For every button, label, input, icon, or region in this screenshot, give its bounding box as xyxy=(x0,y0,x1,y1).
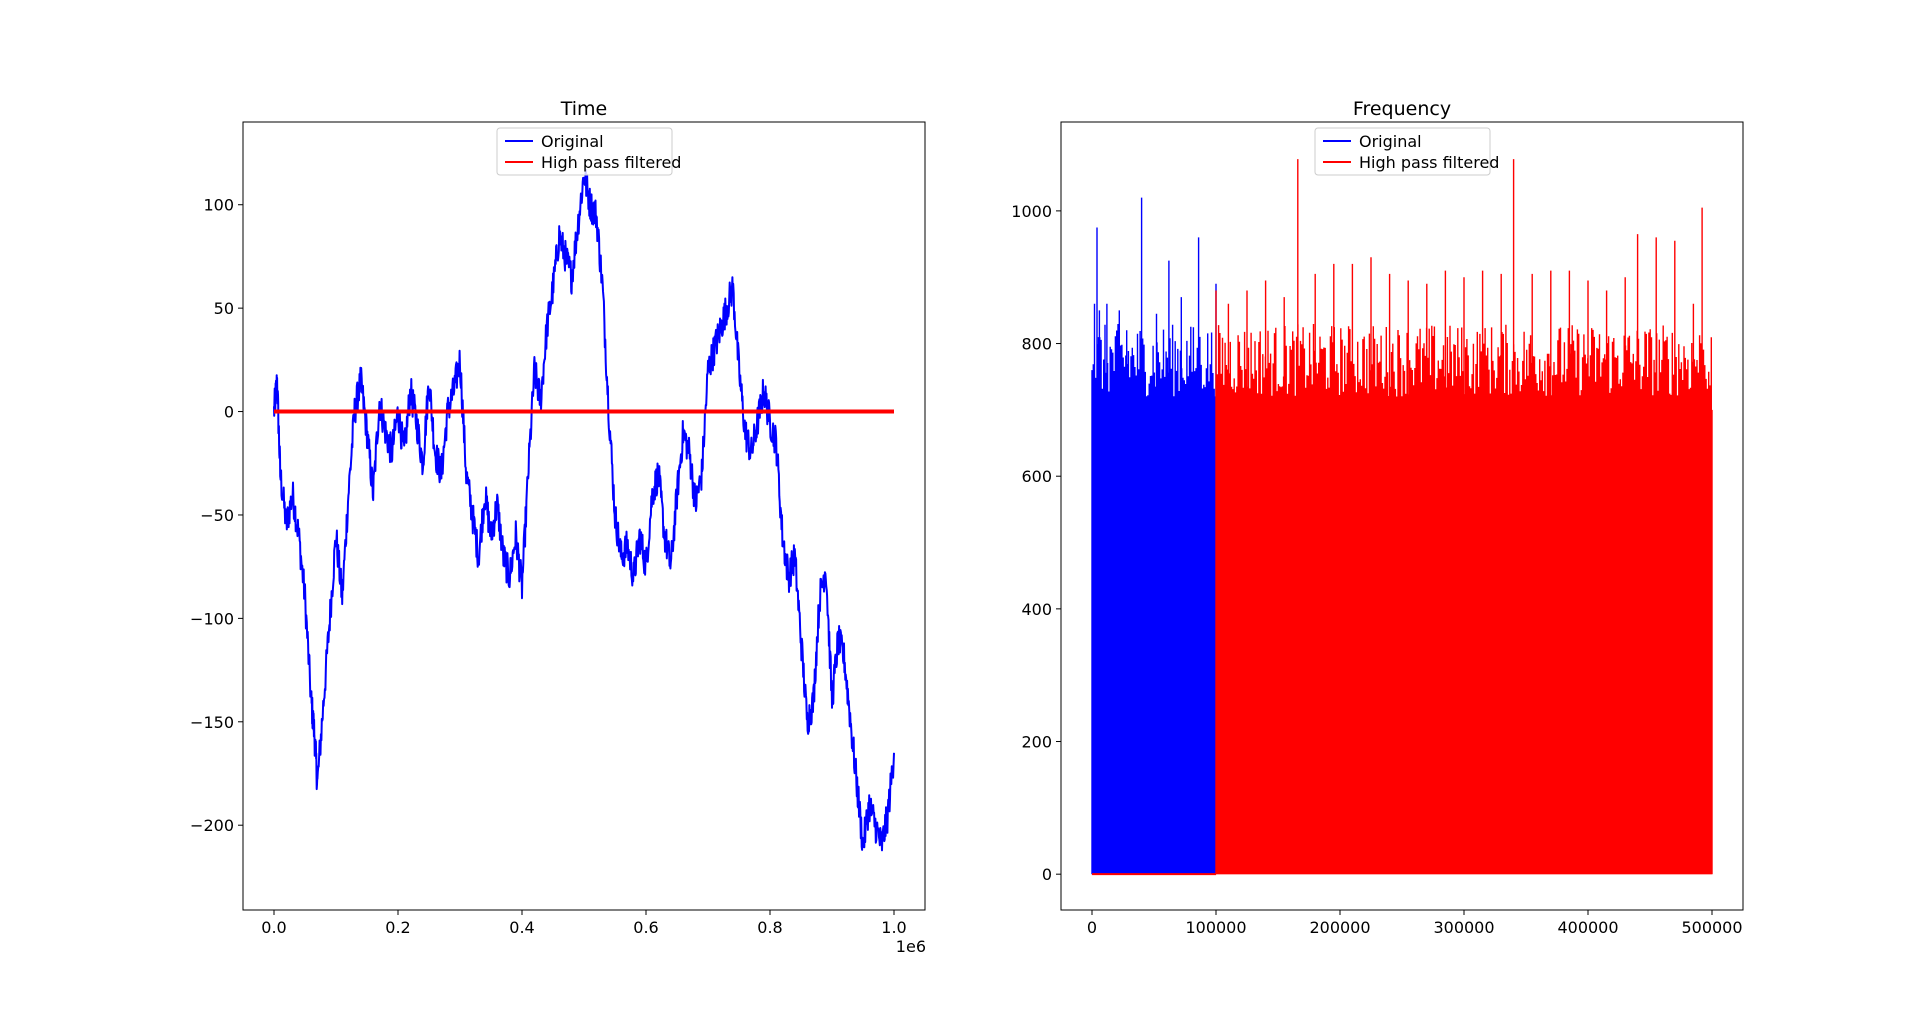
time-x-tick-label: 0.0 xyxy=(261,918,286,937)
time-x-offset-text: 1e6 xyxy=(896,937,926,956)
frequency-filtered-spikes xyxy=(1215,159,1713,875)
time-x-tick-label: 0.6 xyxy=(633,918,658,937)
time-y-tick-label: −100 xyxy=(190,609,234,628)
frequency-y-tick-label: 200 xyxy=(1021,733,1052,752)
frequency-legend-box xyxy=(1314,127,1491,176)
frequency-plot-area xyxy=(1091,159,1713,876)
frequency-y-tick-label: 600 xyxy=(1021,467,1052,486)
frequency-x-tick-label: 300000 xyxy=(1433,918,1494,937)
time-x-tick-label: 0.4 xyxy=(509,918,534,937)
time-y-tick-label: 50 xyxy=(214,299,234,318)
time-x-tick-label: 0.2 xyxy=(385,918,410,937)
frequency-axis-ticks: 0 100000 200000 300000 400000 500000 1000 800 60… xyxy=(1011,202,1742,937)
frequency-axes-frame xyxy=(1060,121,1744,911)
time-y-tick-label: −200 xyxy=(190,816,234,835)
frequency-x-tick-label: 500000 xyxy=(1681,918,1742,937)
time-y-tick-label: 0 xyxy=(224,403,234,422)
time-title: Time xyxy=(560,98,608,120)
time-legend: Original High pass filtered xyxy=(496,127,681,176)
time-x-tick-label: 0.8 xyxy=(757,918,782,937)
frequency-x-tick-label: 200000 xyxy=(1309,918,1370,937)
time-legend-box xyxy=(496,127,673,176)
time-axes-frame xyxy=(242,121,926,911)
frequency-y-tick-label: 400 xyxy=(1021,600,1052,619)
time-axis-ticks: 0.0 0.2 0.4 0.6 0.8 1.0 100 50 0 −50 −100 −150 −200 xyxy=(190,196,907,937)
time-y-tick-label: −150 xyxy=(190,713,234,732)
frequency-legend-filtered-label: High pass filtered xyxy=(1359,153,1499,172)
time-x-tick-label: 1.0 xyxy=(881,918,906,937)
time-subplot: Time 0.0 0.2 0.4 0.6 0.8 1.0 100 50 0 −50 −100 −150… xyxy=(190,98,926,956)
frequency-y-tick-label: 1000 xyxy=(1011,202,1052,221)
time-plot-area xyxy=(273,168,895,852)
frequency-subplot: Frequency 0 100000 200000 300000 400000 50000… xyxy=(1011,98,1744,937)
time-legend-original-label: Original xyxy=(541,132,604,151)
frequency-legend-original-label: Original xyxy=(1359,132,1422,151)
time-y-tick-label: −50 xyxy=(200,506,234,525)
time-y-tick-label: 100 xyxy=(203,196,234,215)
time-series-original-line xyxy=(273,168,895,852)
frequency-x-tick-label: 100000 xyxy=(1185,918,1246,937)
frequency-y-tick-label: 0 xyxy=(1042,865,1052,884)
frequency-x-tick-label: 400000 xyxy=(1557,918,1618,937)
time-legend-filtered-label: High pass filtered xyxy=(541,153,681,172)
frequency-y-tick-label: 800 xyxy=(1021,335,1052,354)
frequency-legend: Original High pass filtered xyxy=(1314,127,1499,176)
frequency-original-spikes xyxy=(1091,197,1217,875)
frequency-title: Frequency xyxy=(1353,98,1451,120)
frequency-x-tick-label: 0 xyxy=(1087,918,1097,937)
